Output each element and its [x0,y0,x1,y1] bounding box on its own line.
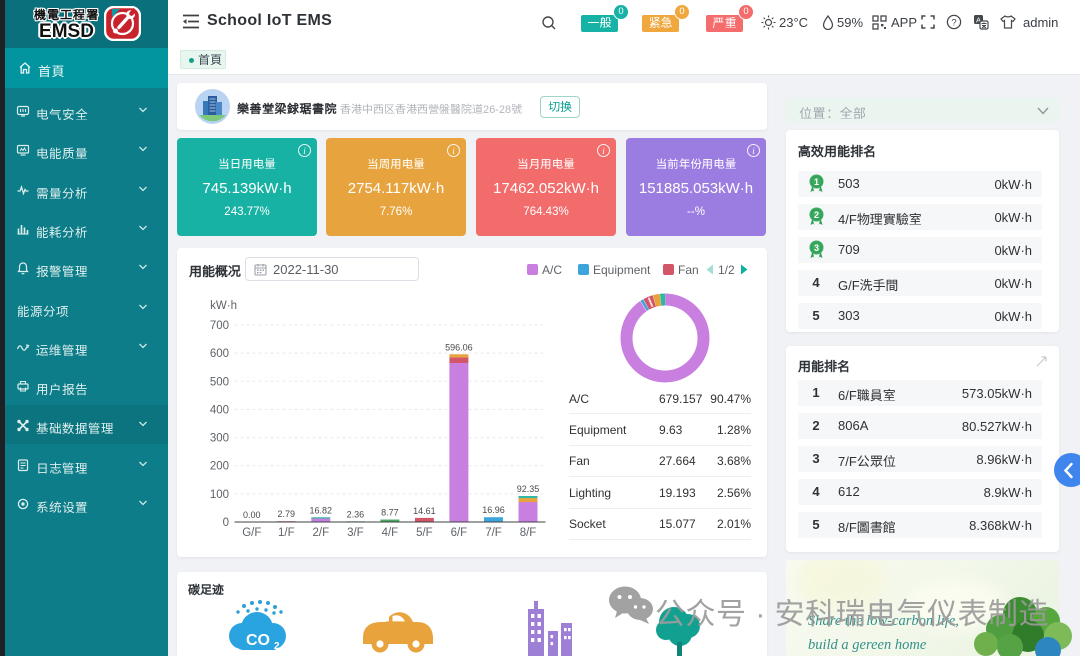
svg-text:2: 2 [274,641,280,652]
svg-text:14.61: 14.61 [413,506,436,516]
svg-text:5/F: 5/F [416,527,433,539]
svg-text:596.06: 596.06 [445,342,473,352]
svg-text:G/F: G/F [242,527,261,539]
svg-text:7/F: 7/F [485,527,502,539]
svg-text:0: 0 [223,517,229,529]
svg-text:16.96: 16.96 [482,505,505,515]
svg-text:CO: CO [246,632,270,649]
svg-text:700: 700 [210,320,229,332]
svg-text:500: 500 [210,376,229,388]
svg-text:400: 400 [210,404,229,416]
svg-text:8.77: 8.77 [381,508,399,518]
svg-text:16.82: 16.82 [310,505,333,515]
svg-text:A: A [976,16,981,25]
svg-text:3/F: 3/F [347,527,364,539]
svg-text:300: 300 [210,433,229,445]
svg-text:kW·h: kW·h [210,300,237,312]
svg-text:2/F: 2/F [312,527,329,539]
svg-text:?: ? [951,17,956,28]
svg-text:0.00: 0.00 [243,510,261,520]
svg-text:3: 3 [814,243,819,253]
svg-text:4/F: 4/F [382,527,399,539]
svg-text:200: 200 [210,461,229,473]
svg-text:2.36: 2.36 [347,509,365,519]
svg-text:100: 100 [210,489,229,501]
svg-text:1: 1 [814,177,819,187]
svg-text:600: 600 [210,348,229,360]
svg-text:2: 2 [814,210,819,220]
svg-text:92.35: 92.35 [517,484,540,494]
svg-text:8/F: 8/F [520,527,537,539]
svg-text:1/F: 1/F [278,527,295,539]
svg-text:2.79: 2.79 [278,509,296,519]
svg-text:6/F: 6/F [451,527,468,539]
